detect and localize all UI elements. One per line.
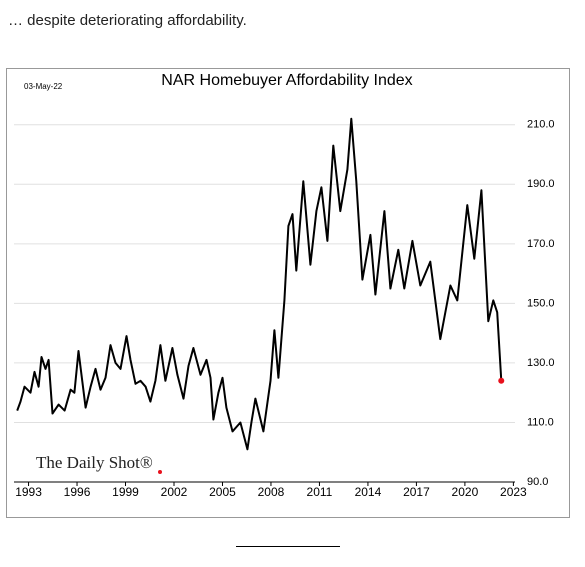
y-tick-label: 130.0 [527,357,555,369]
x-tick-label: 2011 [307,485,333,499]
x-tick-label: 2023 [500,485,527,499]
y-tick-label: 90.0 [527,476,548,488]
chart-title: NAR Homebuyer Affordability Index [161,72,412,89]
x-tick-label: 2008 [258,485,285,499]
x-tick-label: 1993 [15,485,42,499]
y-tick-label: 190.0 [527,178,555,190]
last-point [498,377,505,384]
y-tick-label: 110.0 [527,416,554,428]
y-tick-label: 170.0 [527,238,555,250]
caption: … despite deteriorating affordability. [8,12,247,29]
data-line [16,117,503,451]
x-tick-label: 1999 [112,485,139,499]
x-tick-label: 2005 [209,485,236,499]
y-tick-label: 150.0 [527,297,555,309]
x-tick-label: 2002 [161,485,188,499]
x-tick-label: 2014 [355,485,382,499]
x-tick-label: 2017 [403,485,430,499]
watermark-dot [158,470,162,474]
chart-frame [6,68,570,518]
x-tick-label: 2020 [452,485,479,499]
x-tick-label: 1996 [64,485,91,499]
date-label: 03-May-22 [24,82,63,91]
y-tick-label: 210.0 [527,119,555,131]
watermark: The Daily Shot® [36,453,153,472]
